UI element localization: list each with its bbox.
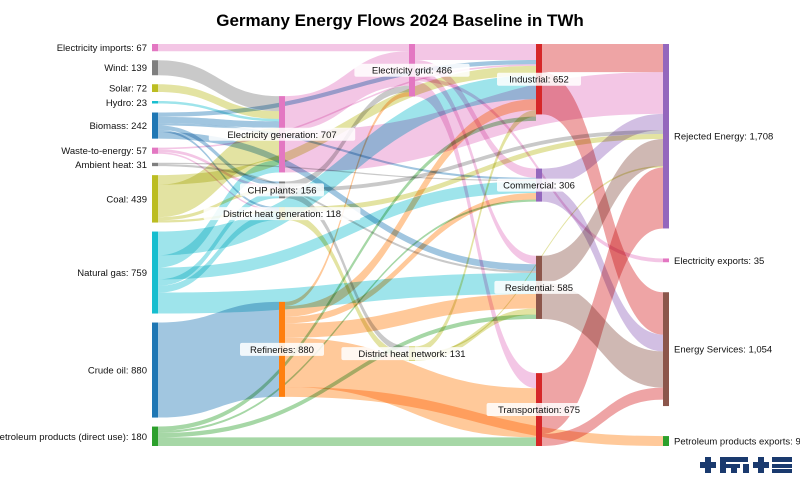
flow-link-refineries-to-elec_grid <box>285 92 409 307</box>
node-label-transport: Transportation: 675 <box>498 405 580 416</box>
node-label-hydro: Hydro: 23 <box>106 98 147 109</box>
node-bar-elec_imports <box>152 44 158 52</box>
node-bar-elec_exports <box>663 258 669 263</box>
flow-link-dh_gen-to-rejected <box>285 133 663 213</box>
flow-link-wind-to-elec_gen <box>158 60 279 112</box>
node-label-chp: CHP plants: 156 <box>247 185 316 196</box>
chart-title: Germany Energy Flows 2024 Baseline in TW… <box>216 11 584 30</box>
flow-link-biomass-to-elec_gen <box>158 116 279 128</box>
node-label-wind: Wind: 139 <box>104 63 147 74</box>
node-bar-coal <box>152 175 158 223</box>
node-bar-rejected <box>663 44 669 229</box>
flow-link-elec_grid-to-transport <box>415 81 536 389</box>
node-bar-ambient <box>152 162 158 167</box>
flow-link-commercial-to-services <box>542 184 663 352</box>
flow-link-refineries-to-commercial <box>285 192 536 324</box>
node-label-bg-refineries <box>240 342 324 356</box>
node-label-residential: Residential: 585 <box>505 283 573 294</box>
node-label-ambient: Ambient heat: 31 <box>75 160 147 171</box>
node-label-waste: Waste-to-energy: 57 <box>61 146 147 157</box>
node-label-solar: Solar: 72 <box>109 84 147 95</box>
flow-link-crude-to-refineries <box>158 301 279 418</box>
node-bar-hydro <box>152 101 158 104</box>
flow-link-natgas-to-dh_gen <box>158 213 279 293</box>
flow-link-commercial-to-rejected <box>542 113 663 185</box>
flow-link-petro_direct-to-commercial <box>158 199 536 434</box>
flow-link-biomass-to-chp <box>158 125 279 186</box>
node-bar-biomass <box>152 112 158 139</box>
flow-link-elec_grid-to-commercial <box>415 59 536 178</box>
flow-link-transport-to-rejected <box>542 167 663 435</box>
node-label-bg-industrial <box>497 72 581 86</box>
node-bar-natgas <box>152 231 158 314</box>
node-label-natgas: Natural gas: 759 <box>77 268 147 279</box>
node-label-bg-dh_network <box>341 347 483 361</box>
node-label-bg-residential <box>494 280 584 294</box>
node-label-crude: Crude oil: 880 <box>88 366 147 377</box>
node-label-dh_gen: District heat generation: 118 <box>223 209 341 220</box>
flow-link-coal-to-industrial <box>158 65 536 185</box>
flow-link-elec_imports-to-elec_grid <box>158 44 409 52</box>
node-label-elec_gen: Electricity generation: 707 <box>227 130 336 141</box>
node-bar-petro_exports <box>663 436 669 446</box>
node-label-petro_direct: Petroleum products (direct use): 180 <box>0 432 147 443</box>
ffe-logo <box>700 457 792 473</box>
flow-link-dh_network-to-industrial <box>415 110 536 354</box>
node-label-coal: Coal: 439 <box>106 194 147 205</box>
node-label-bg-chp <box>240 183 324 197</box>
flow-link-residential-to-rejected <box>542 139 663 283</box>
node-label-elec_grid: Electricity grid: 486 <box>372 66 452 77</box>
node-label-bg-transport <box>486 403 592 417</box>
links-layer <box>158 44 663 446</box>
node-label-bg-elec_grid <box>354 63 470 77</box>
flow-link-elec_grid-to-industrial <box>415 44 536 60</box>
node-label-bg-commercial <box>497 178 581 192</box>
flow-link-petro_direct-to-transport <box>158 437 536 446</box>
node-label-commercial: Commercial: 306 <box>503 181 575 192</box>
flow-link-transport-to-services <box>542 387 663 446</box>
node-label-dh_network: District heat network: 131 <box>358 349 465 360</box>
node-bar-wind <box>152 60 158 76</box>
flow-link-residential-to-services <box>542 282 663 388</box>
labels-layer: Electricity imports: 67 Wind: 139 Solar: 7… <box>0 43 800 447</box>
node-label-bg-dh_gen <box>203 207 361 221</box>
flow-link-refineries-to-industrial <box>285 99 536 317</box>
flow-link-refineries-to-residential <box>285 294 536 338</box>
node-label-elec_imports: Electricity imports: 67 <box>57 43 147 54</box>
node-label-biomass: Biomass: 242 <box>89 121 147 132</box>
flow-link-biomass-to-residential <box>158 131 536 271</box>
flow-link-elec_grid-to-residential <box>415 69 536 265</box>
flow-link-natgas-to-commercial <box>158 181 536 280</box>
node-label-elec_exports: Electricity exports: 35 <box>674 256 764 267</box>
flow-link-chp-to-dh_network <box>285 191 409 354</box>
node-label-bg-elec_gen <box>208 127 356 141</box>
node-label-rejected: Rejected Energy: 1,708 <box>674 132 773 143</box>
node-bar-solar <box>152 84 158 93</box>
node-bar-petro_direct <box>152 426 158 446</box>
node-label-industrial: Industrial: 652 <box>509 75 569 86</box>
node-bar-crude <box>152 322 158 418</box>
node-bar-waste <box>152 147 158 154</box>
flow-link-industrial-to-rejected <box>542 44 663 73</box>
node-label-petro_exports: Petroleum products exports: 92 <box>674 437 800 448</box>
node-label-services: Energy Services: 1,054 <box>674 345 772 356</box>
flow-link-coal-to-chp <box>158 188 279 221</box>
node-bar-services <box>663 292 669 407</box>
node-label-refineries: Refineries: 880 <box>250 345 314 356</box>
